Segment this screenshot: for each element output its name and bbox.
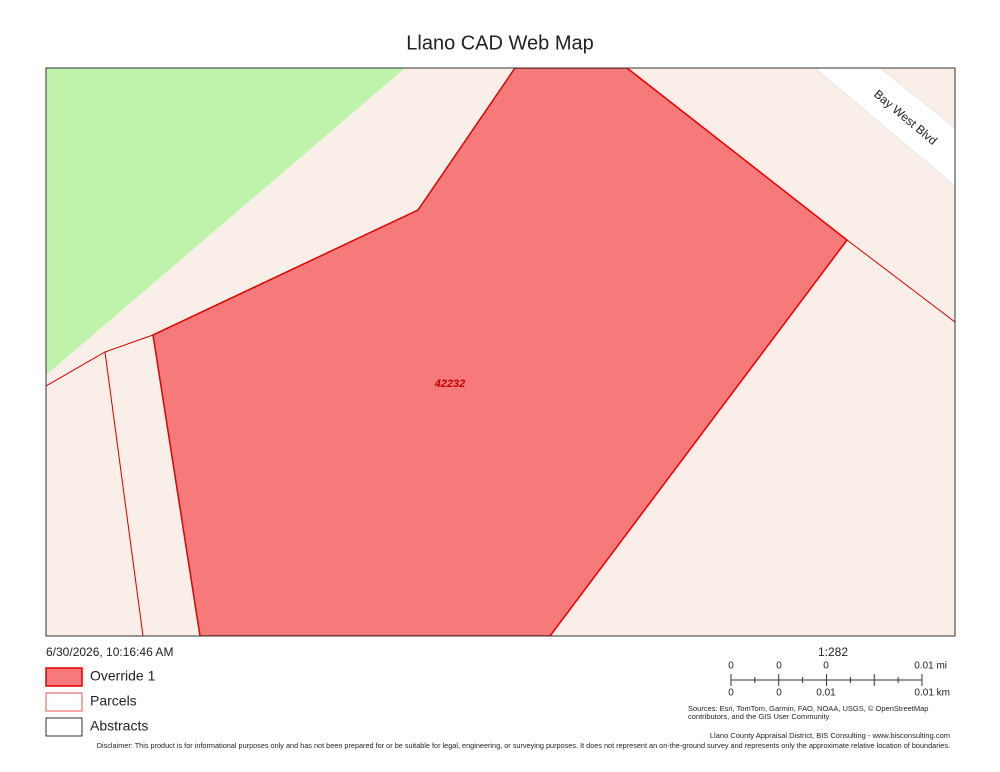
scale-label: 0 <box>776 661 782 672</box>
legend-swatch <box>45 717 83 737</box>
scale-label: 0.01 km <box>914 688 950 699</box>
parcel-label: 42232 <box>434 378 466 390</box>
legend-label: Abstracts <box>90 718 148 734</box>
scale-label: 0 <box>728 688 734 699</box>
scale-bar: 1:282 0 0 0 0.01 mi 0 0 0.01 0.01 km <box>728 645 950 698</box>
sources: Sources: Esri, TomTom, Garmin, FAO, NOAA… <box>688 704 928 713</box>
parcel-line <box>846 239 955 323</box>
timestamp: 6/30/2026, 10:16:46 AM <box>46 645 173 659</box>
legend-swatch <box>45 667 83 687</box>
legend-label: Override 1 <box>90 668 156 684</box>
scale-label: 0 <box>823 661 829 672</box>
road <box>814 68 955 187</box>
disclaimer: Disclaimer: This product is for informat… <box>97 741 950 750</box>
map-border <box>45 67 956 637</box>
scale-label: 0.01 mi <box>914 661 947 672</box>
title: Llano CAD Web Map <box>406 32 594 54</box>
scale-label: 0 <box>728 661 734 672</box>
legend-label: Parcels <box>90 693 137 709</box>
override-parcel <box>152 68 849 636</box>
scale-ratio: 1:282 <box>818 645 848 659</box>
scale-label: 0.01 <box>816 688 836 699</box>
map-frame: Bay West Blvd 42232 <box>46 68 955 636</box>
parcel-line <box>104 351 144 636</box>
legend-swatch <box>45 692 83 712</box>
scale-label: 0 <box>776 688 782 699</box>
credit: Llano County Appraisal District, BIS Con… <box>710 731 950 740</box>
sources: contributors, and the GIS User Community <box>688 712 830 721</box>
green-area <box>46 68 405 375</box>
